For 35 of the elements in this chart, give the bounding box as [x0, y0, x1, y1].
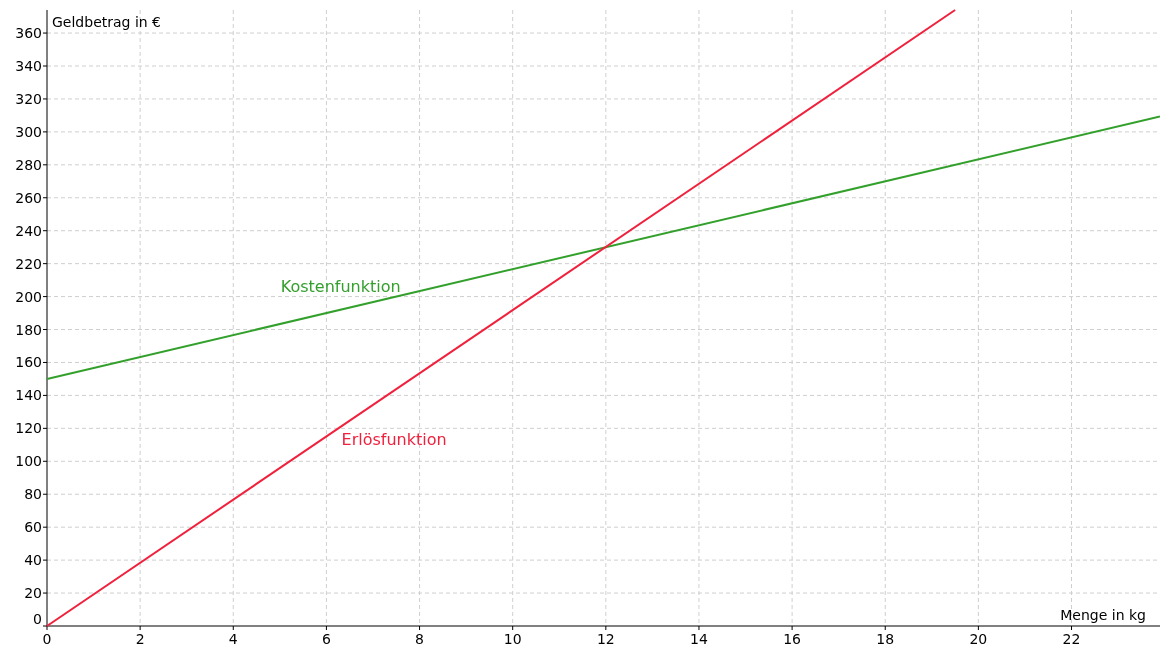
y-tick-label: 160: [15, 354, 42, 371]
y-tick-label: 80: [24, 486, 42, 503]
y-axis-title: Geldbetrag in €: [52, 14, 162, 30]
y-tick-label: 200: [15, 288, 42, 305]
x-tick-label: 2: [135, 631, 145, 647]
x-tick-label: 0: [42, 631, 52, 647]
y-tick-label: 0: [33, 611, 42, 627]
x-axis-title: Menge in kg: [1060, 607, 1146, 623]
y-tick-label: 340: [15, 58, 42, 74]
y-tick-label: 280: [15, 156, 42, 173]
y-tick-label: 20: [24, 585, 42, 602]
x-tick-label: 16: [783, 631, 802, 647]
x-tick-label: 22: [1062, 631, 1081, 647]
x-tick-label: 4: [228, 631, 238, 647]
x-tick-label: 6: [321, 631, 331, 647]
y-tick-label: 120: [15, 420, 42, 437]
y-tick-label: 220: [15, 255, 42, 272]
x-tick-label: 20: [969, 631, 988, 647]
y-tick-label: 180: [15, 321, 42, 338]
series-label: Erlösfunktion: [341, 429, 447, 449]
x-tick-label: 18: [876, 631, 895, 647]
y-tick-label: 60: [24, 519, 42, 536]
y-tick-label: 260: [15, 189, 42, 206]
y-tick-label: 300: [15, 123, 42, 140]
x-tick-label: 14: [690, 631, 708, 647]
y-tick-label: 140: [15, 387, 42, 404]
y-tick-label: 320: [15, 90, 42, 107]
y-tick-label: 240: [15, 222, 42, 239]
y-tick-label: 40: [24, 552, 42, 569]
x-tick-label: 8: [415, 631, 425, 647]
y-tick-label: 100: [15, 453, 42, 470]
x-tick-label: 10: [503, 631, 522, 647]
x-tick-label: 12: [596, 631, 615, 647]
y-tick-label: 360: [15, 25, 42, 42]
series-label: Kostenfunktion: [280, 276, 401, 296]
